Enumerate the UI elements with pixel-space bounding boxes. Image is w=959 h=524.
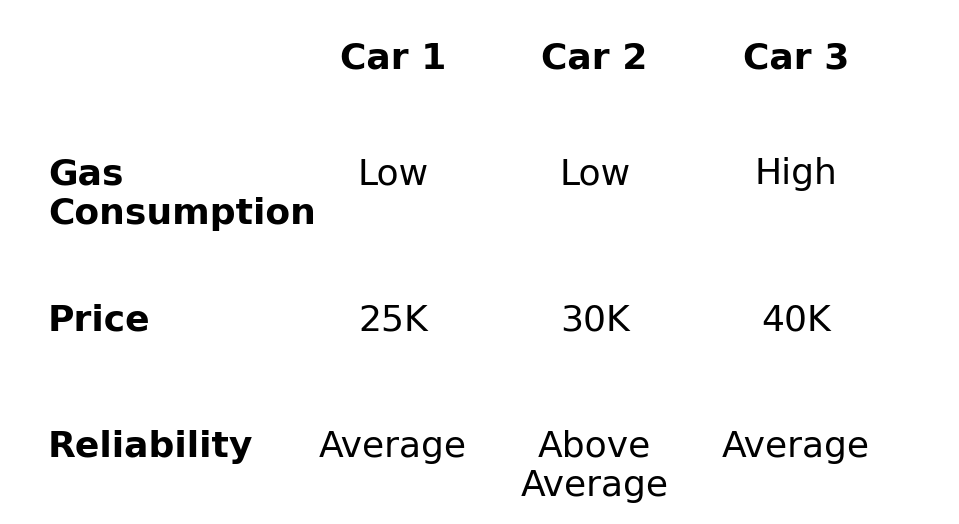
Text: Low: Low bbox=[559, 157, 630, 191]
Text: Gas
Consumption: Gas Consumption bbox=[48, 157, 316, 231]
Text: Car 1: Car 1 bbox=[340, 42, 446, 76]
Text: High: High bbox=[755, 157, 837, 191]
Text: Car 3: Car 3 bbox=[743, 42, 849, 76]
Text: Price: Price bbox=[48, 304, 151, 338]
Text: 25K: 25K bbox=[359, 304, 428, 338]
Text: Average: Average bbox=[319, 430, 467, 464]
Text: Reliability: Reliability bbox=[48, 430, 253, 464]
Text: 40K: 40K bbox=[761, 304, 830, 338]
Text: Car 2: Car 2 bbox=[542, 42, 647, 76]
Text: 30K: 30K bbox=[560, 304, 629, 338]
Text: Average: Average bbox=[722, 430, 870, 464]
Text: Above
Average: Above Average bbox=[521, 430, 668, 503]
Text: Low: Low bbox=[358, 157, 429, 191]
